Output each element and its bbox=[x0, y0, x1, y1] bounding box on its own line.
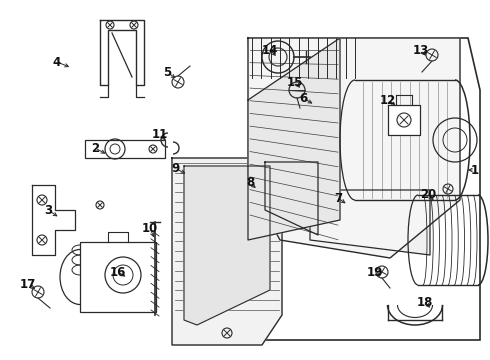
Polygon shape bbox=[388, 105, 420, 135]
Text: 7: 7 bbox=[334, 192, 342, 204]
Text: 13: 13 bbox=[413, 44, 429, 57]
Text: 6: 6 bbox=[299, 91, 307, 104]
Text: 17: 17 bbox=[20, 279, 36, 292]
Text: 11: 11 bbox=[152, 129, 168, 141]
Polygon shape bbox=[310, 190, 430, 255]
Text: 20: 20 bbox=[420, 189, 436, 202]
Polygon shape bbox=[248, 38, 340, 240]
Polygon shape bbox=[248, 38, 460, 258]
Polygon shape bbox=[100, 20, 144, 85]
Text: 2: 2 bbox=[91, 141, 99, 154]
Text: 15: 15 bbox=[287, 76, 303, 89]
Text: 4: 4 bbox=[53, 55, 61, 68]
Polygon shape bbox=[32, 185, 75, 255]
Polygon shape bbox=[184, 166, 270, 325]
Text: 16: 16 bbox=[110, 266, 126, 279]
Text: 3: 3 bbox=[44, 203, 52, 216]
Text: 9: 9 bbox=[171, 162, 179, 175]
Polygon shape bbox=[172, 158, 282, 345]
Text: 19: 19 bbox=[367, 266, 383, 279]
Text: 18: 18 bbox=[417, 296, 433, 309]
Bar bbox=[85, 140, 165, 158]
Text: 14: 14 bbox=[262, 44, 278, 57]
Text: 1: 1 bbox=[471, 163, 479, 176]
Polygon shape bbox=[265, 162, 318, 235]
Text: 5: 5 bbox=[163, 66, 171, 78]
Bar bbox=[80, 242, 156, 312]
Text: 10: 10 bbox=[142, 221, 158, 234]
Text: 8: 8 bbox=[246, 176, 254, 189]
Text: 12: 12 bbox=[380, 94, 396, 107]
